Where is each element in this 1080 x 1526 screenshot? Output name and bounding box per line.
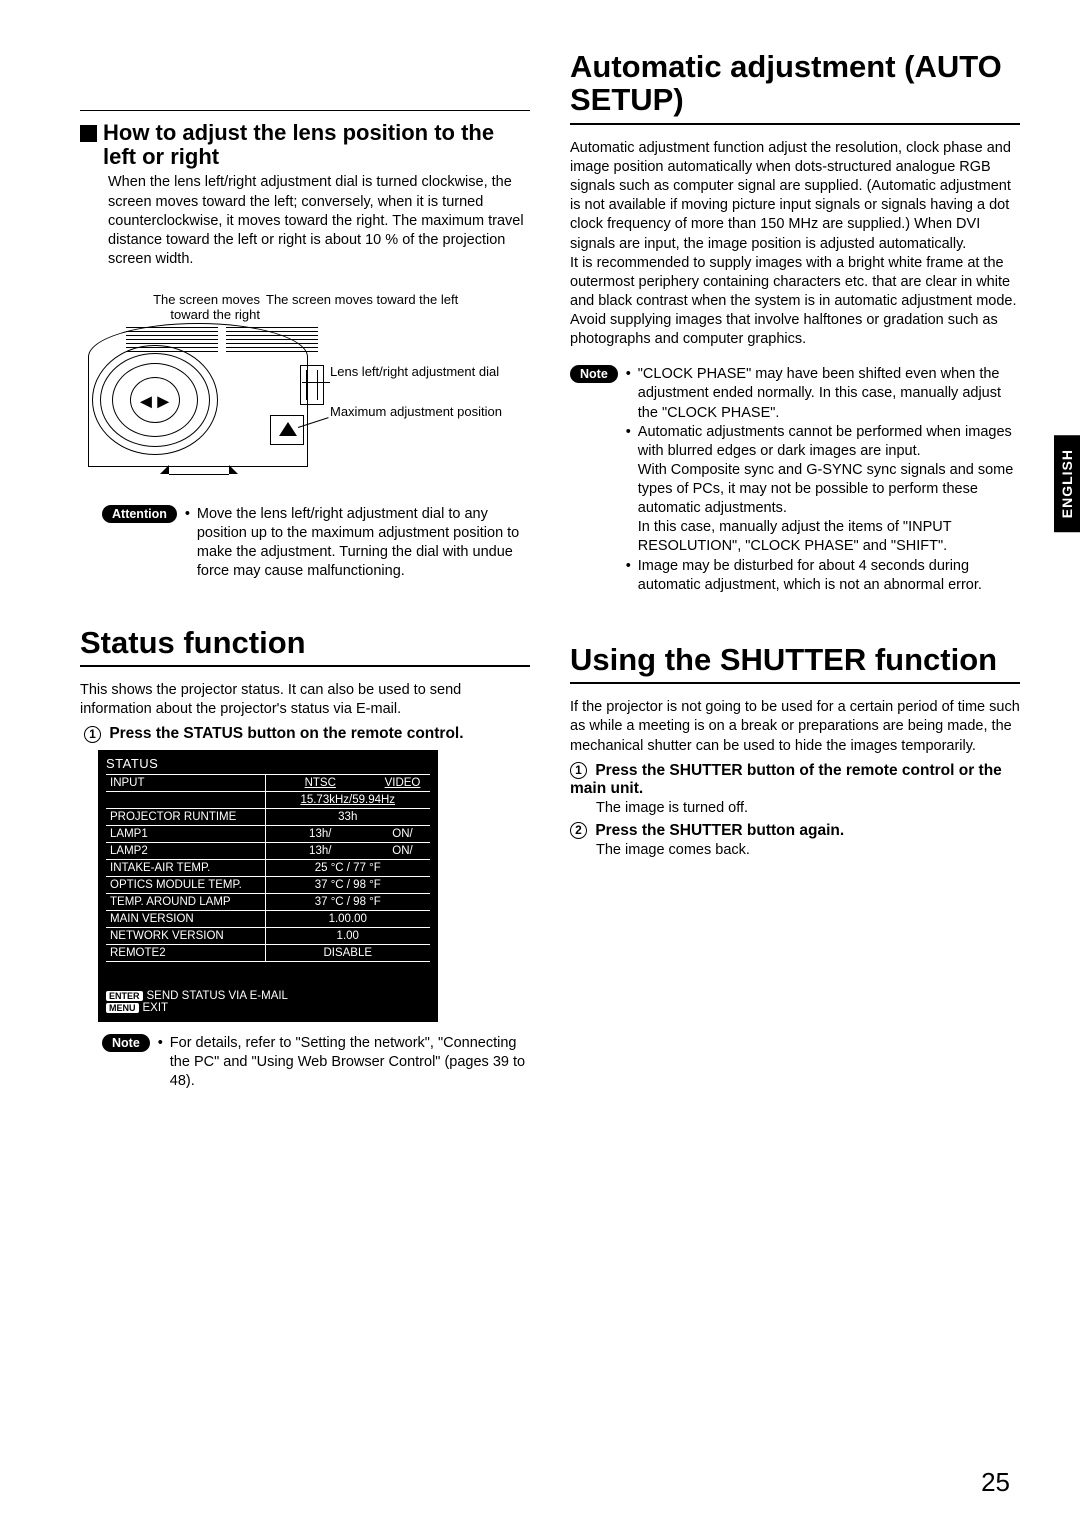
- status-box-title: STATUS: [106, 756, 430, 771]
- status-heading: Status function: [80, 626, 530, 659]
- left-column: How to adjust the lens position to the l…: [80, 50, 530, 1091]
- lens-adjust-title: How to adjust the lens position to the l…: [103, 121, 530, 169]
- status-display: STATUS INPUTNTSCVIDEO15.73kHz/59.94HzPRO…: [98, 750, 438, 1022]
- exit-label: EXIT: [143, 1002, 169, 1014]
- step-1-icon: 1: [84, 726, 101, 743]
- enter-badge: ENTER: [106, 991, 143, 1001]
- lens-diagram: ◄ ► The screen moves toward the right Th…: [74, 287, 504, 497]
- auto-p2: It is recommended to supply images with …: [570, 254, 1020, 350]
- shutter-step2: Press the SHUTTER button again.: [595, 822, 844, 839]
- status-step-label: Press the STATUS button on the remote co…: [109, 725, 463, 742]
- diagram-label-dial: Lens left/right adjustment dial: [330, 365, 499, 380]
- auto-p1: Automatic adjustment function adjust the…: [570, 139, 1020, 254]
- right-column: Automatic adjustment (AUTO SETUP) Automa…: [570, 50, 1020, 1091]
- shutter-step-1-icon: 1: [570, 762, 587, 779]
- shutter-heading: Using the SHUTTER function: [570, 643, 1020, 676]
- menu-badge: MENU: [106, 1003, 139, 1013]
- shutter-step-2-icon: 2: [570, 822, 587, 839]
- diagram-label-max: Maximum adjustment position: [330, 405, 502, 420]
- diagram-label-right-move: The screen moves toward the right: [130, 293, 260, 323]
- language-tab: ENGLISH: [1054, 435, 1080, 532]
- status-table: INPUTNTSCVIDEO15.73kHz/59.94HzPROJECTOR …: [106, 774, 430, 962]
- shutter-intro: If the projector is not going to be used…: [570, 698, 1020, 755]
- lens-adjust-heading: How to adjust the lens position to the l…: [80, 121, 530, 169]
- note-badge: Note: [102, 1034, 150, 1052]
- auto-notes-list: •"CLOCK PHASE" may have been shifted eve…: [626, 365, 1020, 595]
- page-number: 25: [981, 1467, 1010, 1498]
- lens-adjust-body: When the lens left/right adjustment dial…: [108, 173, 530, 269]
- diagram-label-left-move: The screen moves toward the left: [266, 293, 458, 308]
- shutter-step1: Press the SHUTTER button of the remote c…: [570, 762, 1002, 798]
- auto-setup-heading: Automatic adjustment (AUTO SETUP): [570, 50, 1020, 117]
- status-note-text: For details, refer to "Setting the netwo…: [170, 1034, 530, 1091]
- shutter-step2-sub: The image comes back.: [596, 841, 1020, 860]
- attention-text: Move the lens left/right adjustment dial…: [197, 505, 530, 582]
- shutter-step1-sub: The image is turned off.: [596, 799, 1020, 818]
- attention-badge: Attention: [102, 505, 177, 523]
- send-status-label: SEND STATUS VIA E-MAIL: [147, 990, 288, 1002]
- status-intro: This shows the projector status. It can …: [80, 681, 530, 719]
- auto-note-badge: Note: [570, 365, 618, 383]
